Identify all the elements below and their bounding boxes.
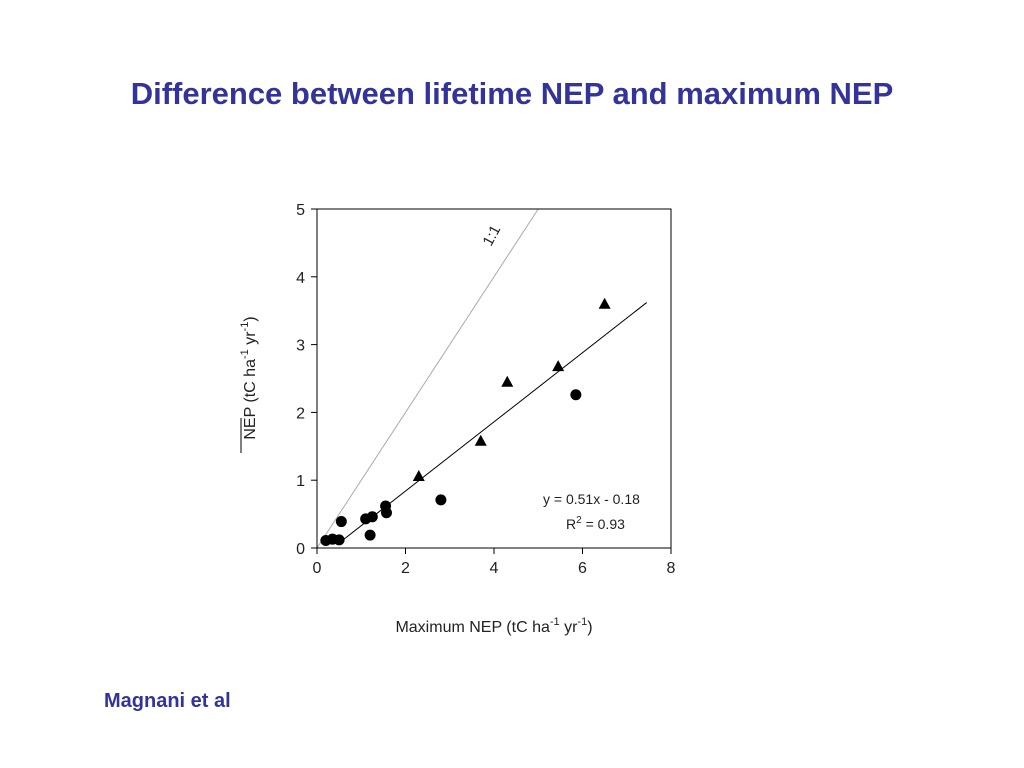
triangle-point: [474, 434, 487, 446]
y-axis-label: NEP (tC ha-1 yr-1): [239, 316, 259, 453]
one-to-one-label: 1:1: [480, 222, 505, 248]
triangle-point: [412, 469, 425, 481]
citation: Magnani et al: [104, 690, 231, 712]
circle-point: [380, 507, 392, 519]
y-tick-label: 3: [296, 338, 305, 355]
scatter-chart: 0 2 4 6 8 0 1 2 3 4 5 NEP (tC ha-1 yr-1) Maximum N…: [239, 202, 676, 636]
x-tick-label: 2: [401, 560, 410, 577]
lines-layer: [317, 209, 647, 548]
regression-equation: y = 0.51x - 0.18: [543, 491, 640, 507]
circle-point: [335, 516, 347, 528]
triangle-point: [598, 297, 611, 309]
y-tick-label: 4: [296, 270, 305, 287]
ylabel-nep: NEP: [242, 407, 259, 440]
ylabel-text: NEP (tC ha-1 yr-1): [239, 316, 259, 439]
slide-title: Difference between lifetime NEP and maxi…: [130, 76, 894, 111]
y-tick-label: 0: [296, 541, 305, 558]
circle-point: [435, 494, 447, 506]
circle-point: [366, 511, 378, 523]
regression-line: [341, 302, 647, 542]
x-tick-label: 0: [313, 560, 322, 577]
x-tick-label: 4: [490, 560, 499, 577]
ticks-layer: 0 2 4 6 8 0 1 2 3 4 5: [296, 202, 675, 577]
circle-point: [333, 534, 345, 546]
circle-point: [364, 529, 376, 541]
y-tick-label: 2: [296, 405, 305, 422]
triangle-point: [552, 360, 565, 372]
r-squared: R2 = 0.93: [566, 515, 625, 532]
y-tick-label: 1: [296, 473, 305, 490]
triangle-point: [501, 375, 514, 387]
x-tick-label: 6: [578, 560, 587, 577]
y-tick-label: 5: [296, 202, 305, 219]
x-axis-label: Maximum NEP (tC ha-1 yr-1): [395, 616, 592, 636]
points-layer: [320, 297, 611, 547]
circle-point: [570, 389, 582, 401]
one-to-one-line: [317, 209, 539, 548]
x-tick-label: 8: [667, 560, 676, 577]
